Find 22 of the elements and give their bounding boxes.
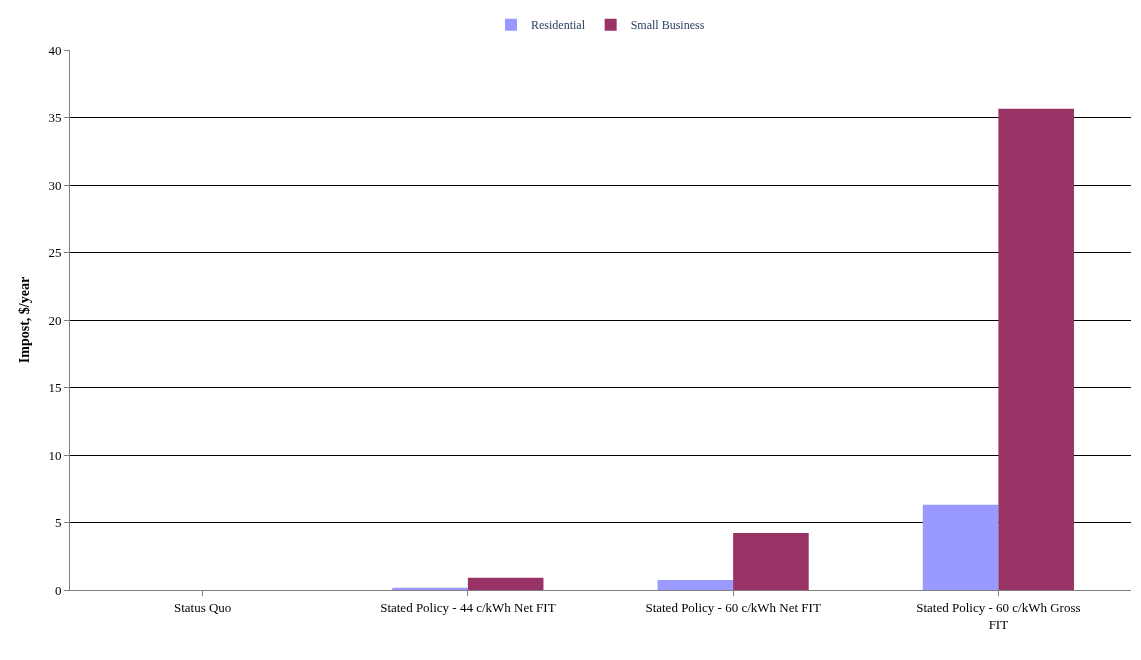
y-tick-label: 40	[48, 42, 62, 58]
y-tick-label: 0	[54, 582, 62, 598]
x-tick-label: Stated Policy - 60 c/kWh Gross FIT	[916, 599, 1081, 632]
x-tick-label: Stated Policy - 44 c/kWh Net FIT	[380, 599, 556, 615]
bar	[922, 504, 999, 590]
bar	[657, 580, 734, 590]
x-tick-label: Status Quo	[173, 599, 232, 615]
y-axis-title: Impost, $/year	[17, 276, 32, 364]
y-tick-label: 10	[48, 447, 62, 463]
x-tick-label: Stated Policy - 60 c/kWh Net FIT	[645, 599, 821, 615]
y-tick-label: 30	[48, 177, 62, 193]
legend-label: Residential	[531, 18, 586, 33]
bar	[733, 532, 809, 590]
y-tick-label: 15	[48, 380, 62, 396]
bar	[392, 587, 468, 590]
y-tick-label: 35	[48, 110, 62, 126]
legend-label: Small Business	[630, 18, 705, 33]
y-tick-label: 20	[48, 312, 62, 328]
bar	[467, 577, 544, 590]
bar	[998, 108, 1074, 590]
y-tick-label: 5	[54, 515, 62, 531]
y-tick-label: 25	[48, 245, 62, 261]
